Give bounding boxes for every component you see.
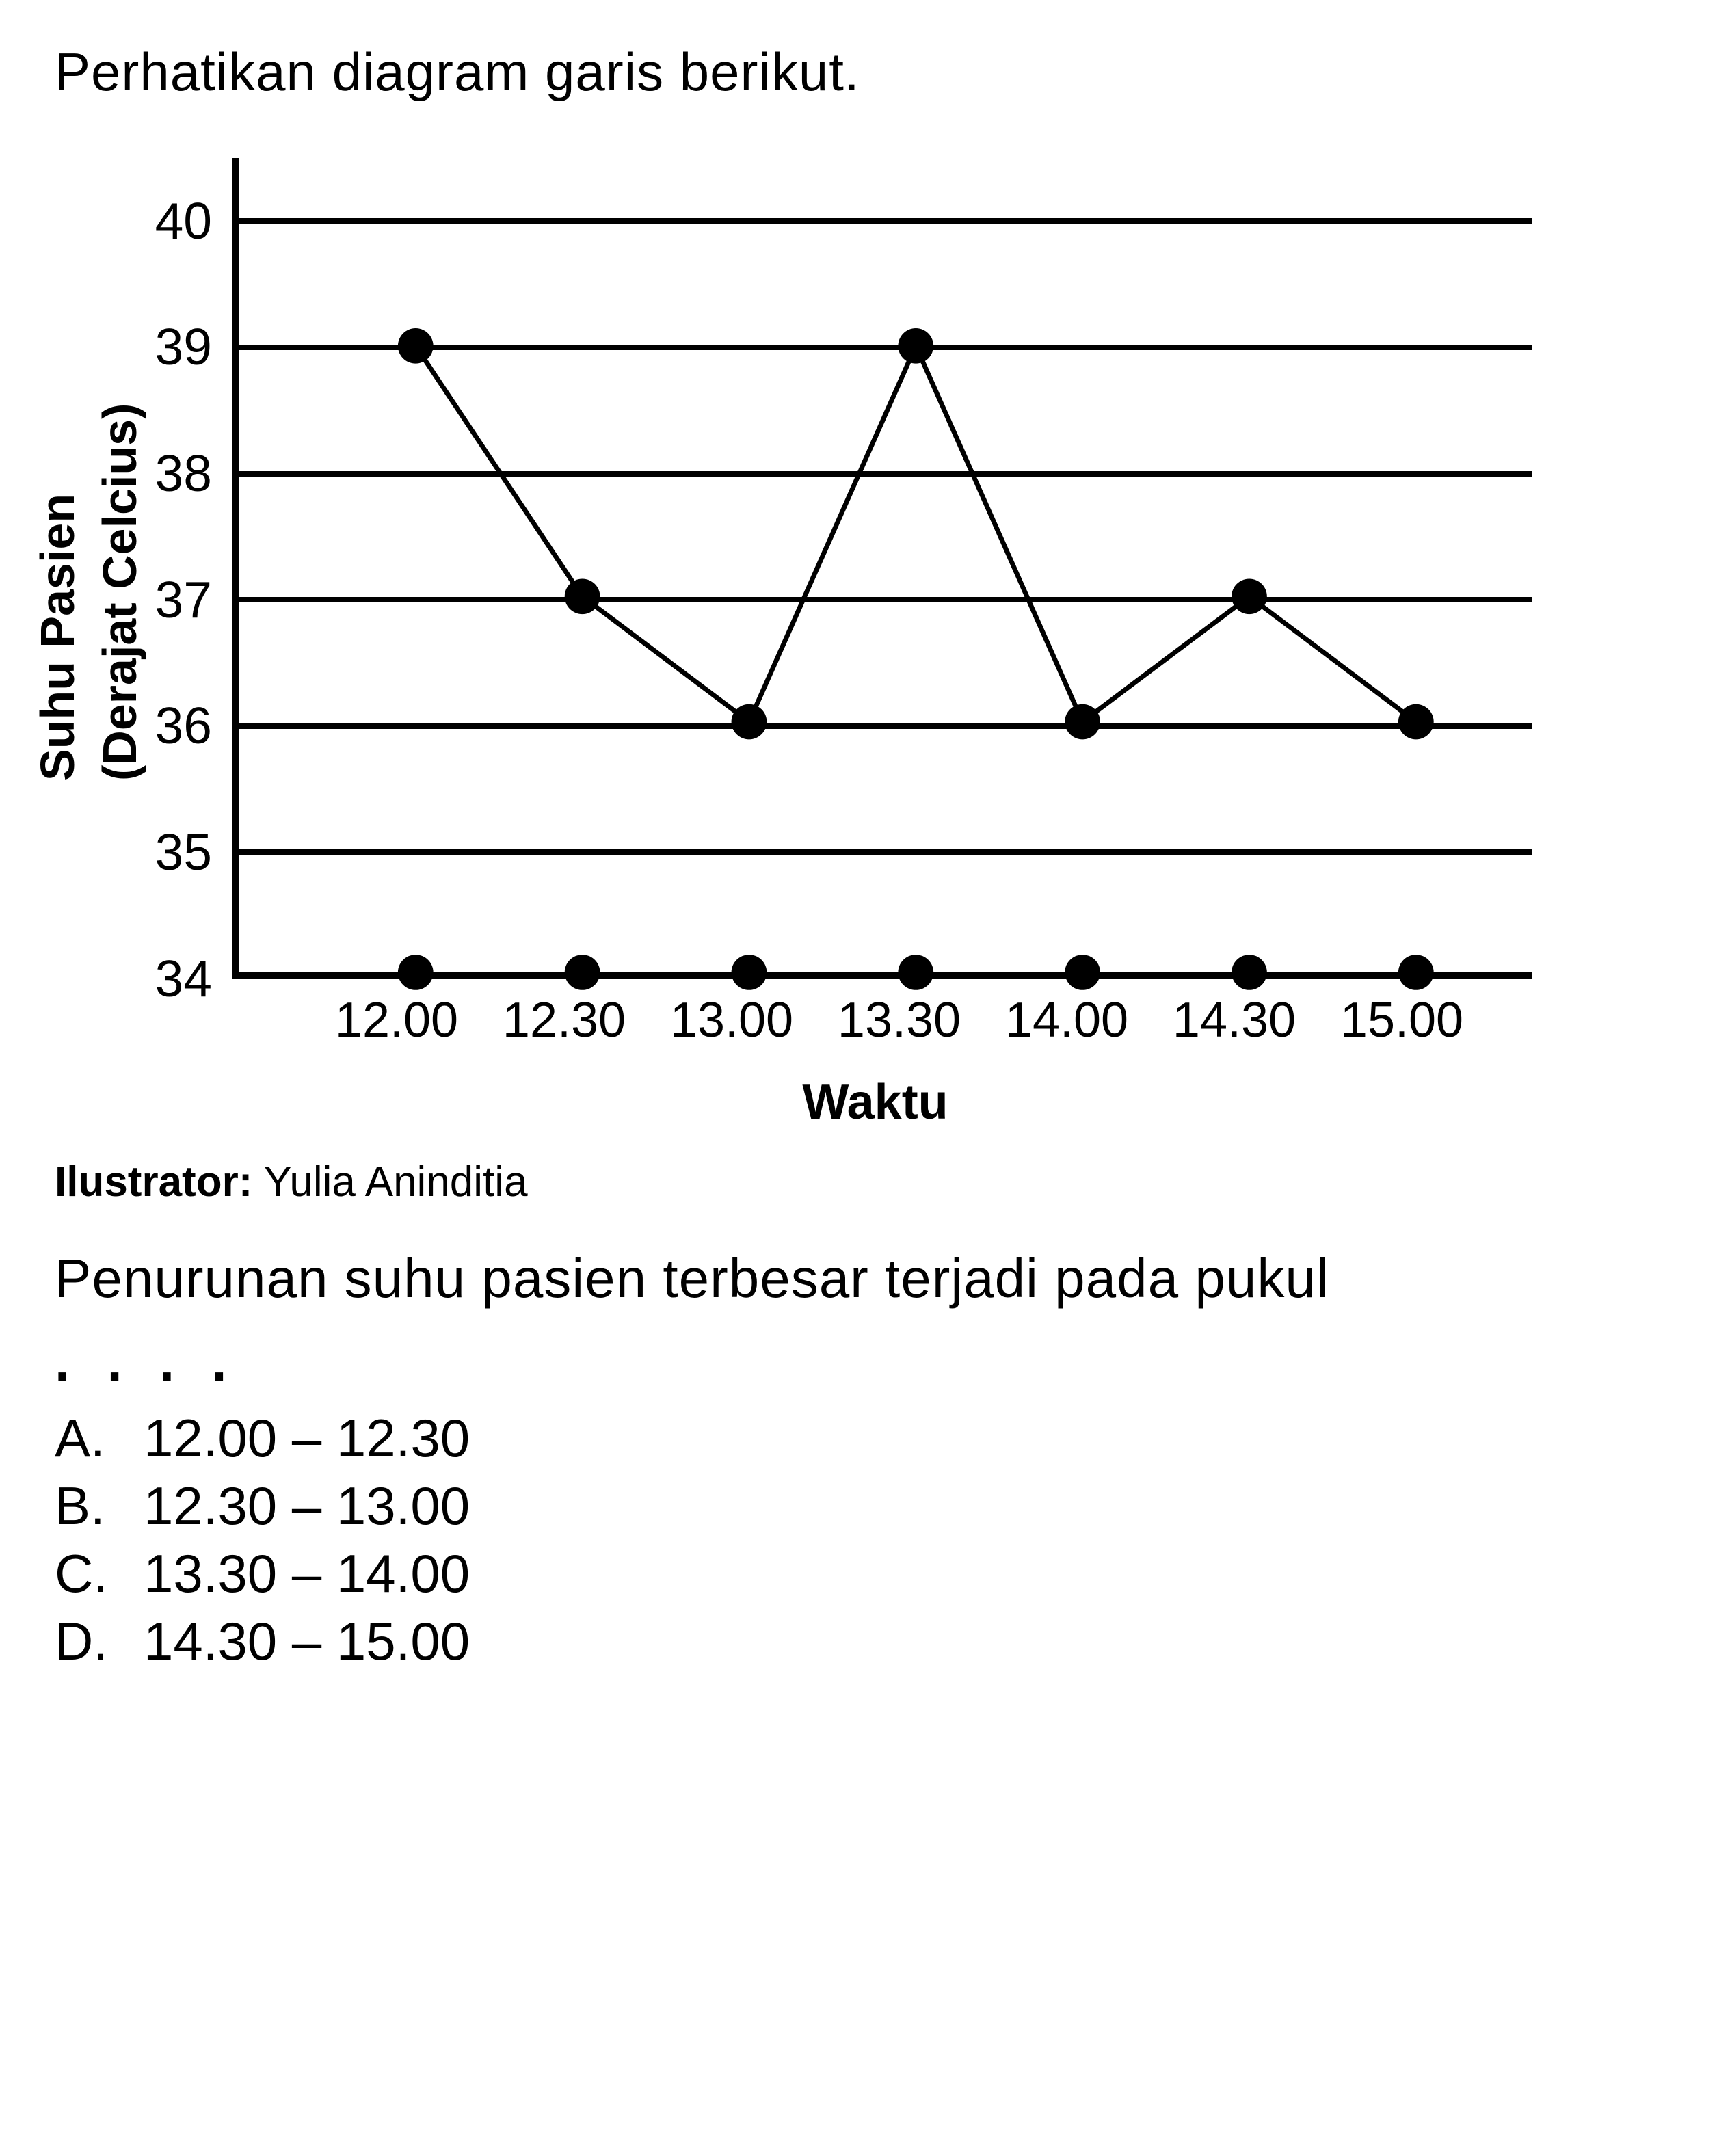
x-tick-label: 12.30: [503, 992, 626, 1048]
chart-container: Suhu Pasien (Derajat Celcius) 4039383736…: [55, 158, 1675, 1130]
x-ticks: 12.00 12.30 13.00 13.30 14.00 14.30 15.00: [219, 992, 1518, 1054]
gridline: [239, 218, 1532, 224]
chart-body: 40393837363534 12.00 12.30 13.00 13.30 14.00…: [137, 158, 1532, 1130]
axis-marker: [1065, 955, 1100, 990]
y-ticks: 40393837363534: [137, 158, 212, 979]
x-tick-label: 12.00: [335, 992, 458, 1048]
ylabel-container: Suhu Pasien (Derajat Celcius): [55, 158, 123, 1130]
option-letter: B.: [55, 1475, 144, 1537]
x-axis-label: Waktu: [219, 1074, 1532, 1130]
y-axis-label: Suhu Pasien (Derajat Celcius): [27, 507, 151, 781]
data-marker: [732, 704, 767, 740]
plot-area: [232, 158, 1532, 979]
option-text: 12.00 – 12.30: [144, 1407, 470, 1469]
option-letter: A.: [55, 1407, 144, 1469]
page-title: Perhatikan diagram garis berikut.: [55, 41, 1675, 103]
x-tick-label: 14.30: [1173, 992, 1296, 1048]
data-marker: [1065, 704, 1100, 740]
plot-row: 40393837363534: [137, 158, 1532, 979]
gridline: [239, 849, 1532, 855]
x-tick-label: 13.00: [670, 992, 793, 1048]
gridline: [239, 723, 1532, 729]
axis-marker: [1232, 955, 1267, 990]
ellipsis-dots: . . . .: [55, 1331, 1675, 1394]
data-marker: [1398, 704, 1434, 740]
option-text: 12.30 – 13.00: [144, 1475, 470, 1537]
gridline: [239, 345, 1532, 350]
answer-option[interactable]: C.13.30 – 14.00: [55, 1543, 1675, 1605]
axis-marker: [898, 955, 933, 990]
data-line: [416, 346, 1416, 722]
ylabel-line1: Suhu Pasien: [31, 494, 84, 781]
axis-marker: [565, 955, 600, 990]
answer-option[interactable]: A.12.00 – 12.30: [55, 1407, 1675, 1469]
option-text: 13.30 – 14.00: [144, 1543, 470, 1605]
question-text: Penurunan suhu pasien terbesar terjadi p…: [55, 1247, 1675, 1310]
option-letter: D.: [55, 1610, 144, 1673]
answer-option[interactable]: D.14.30 – 15.00: [55, 1610, 1675, 1673]
answer-option[interactable]: B.12.30 – 13.00: [55, 1475, 1675, 1537]
x-tick-label: 13.30: [838, 992, 961, 1048]
x-tick-label: 14.00: [1005, 992, 1128, 1048]
axis-marker: [398, 955, 434, 990]
illustrator-credit: Ilustrator: Yulia Aninditia: [55, 1158, 1675, 1206]
option-letter: C.: [55, 1543, 144, 1605]
gridline: [239, 597, 1532, 602]
option-text: 14.30 – 15.00: [144, 1610, 470, 1673]
axis-marker: [1398, 955, 1434, 990]
illustrator-name: Yulia Aninditia: [263, 1158, 527, 1206]
x-tick-label: 15.00: [1340, 992, 1463, 1048]
gridline: [239, 471, 1532, 477]
illustrator-label: Ilustrator:: [55, 1158, 252, 1206]
axis-marker: [732, 955, 767, 990]
answer-options: A.12.00 – 12.30B.12.30 – 13.00C.13.30 – …: [55, 1407, 1675, 1673]
